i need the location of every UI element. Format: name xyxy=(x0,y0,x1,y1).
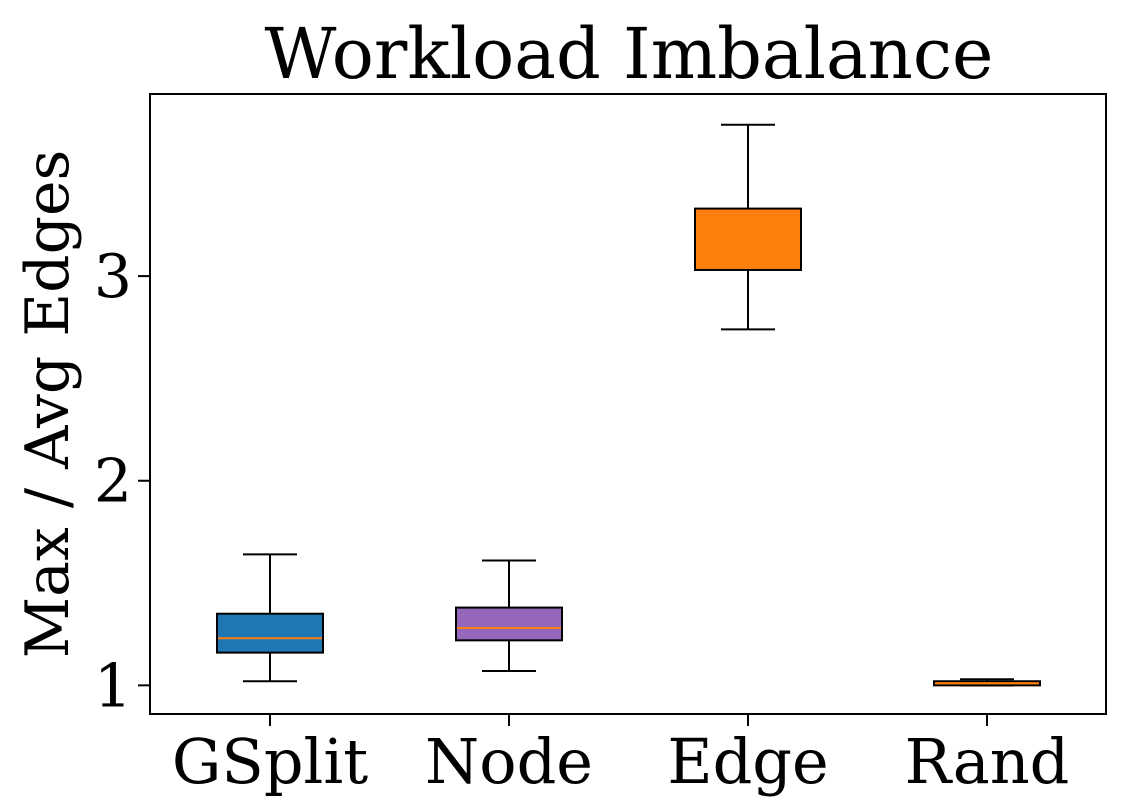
box-node xyxy=(455,606,563,642)
box-gsplit xyxy=(216,612,324,654)
y-tick-label: 3 xyxy=(94,242,132,312)
x-tick-label: Rand xyxy=(905,725,1070,798)
y-axis-label: Max / Avg Edges xyxy=(13,150,83,659)
plot-frame xyxy=(149,93,1107,715)
x-tick-label: Node xyxy=(425,725,593,798)
plot-area: 1 2 3 GSplit Node Edge Rand xyxy=(94,123,1070,798)
x-tick-label: GSplit xyxy=(172,725,368,798)
y-tick-label: 1 xyxy=(94,651,132,721)
chart-title: Workload Imbalance xyxy=(265,13,994,95)
box-edge xyxy=(694,207,802,271)
y-tick-label: 2 xyxy=(94,447,132,517)
x-tick-label: Edge xyxy=(667,725,828,798)
